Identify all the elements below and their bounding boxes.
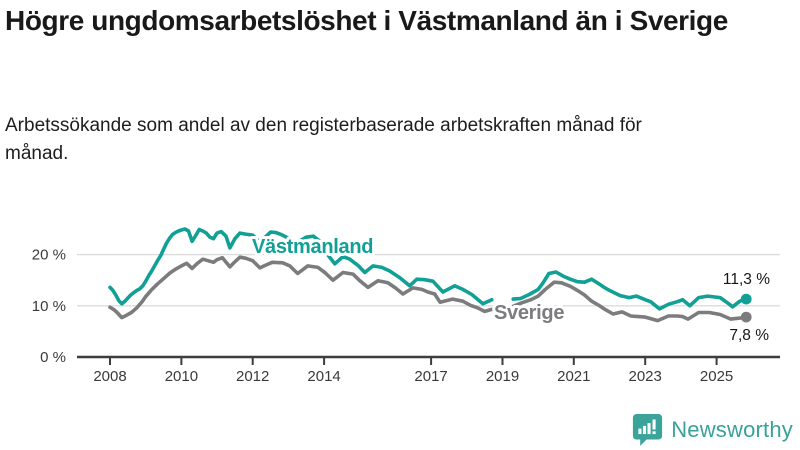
newsworthy-brand-name: Newsworthy: [671, 416, 793, 442]
sverige-value-label: 7,8 %: [729, 327, 769, 344]
sverige-line: [108, 255, 748, 323]
x-tick-label: 2012: [236, 368, 269, 385]
y-tick-label: 10 %: [32, 298, 66, 315]
x-tick-label: 2019: [486, 368, 519, 385]
sverige-end-dot: [740, 311, 752, 323]
newsworthy-icon: [633, 414, 663, 446]
x-tick-label: 2010: [165, 368, 198, 385]
sverige-series-label: Sverige: [494, 302, 564, 324]
y-tick-label: 20 %: [32, 247, 66, 264]
x-tick-label: 2025: [700, 368, 733, 385]
x-tick-label: 2023: [629, 368, 662, 385]
chart-title: Högre ungdomsarbetslöshet i Västmanland …: [5, 5, 728, 36]
vastmanland-series-label: Västmanland: [252, 236, 373, 258]
x-tick-label: 2008: [93, 368, 126, 385]
vastmanland-value-label: 11,3 %: [723, 271, 770, 288]
x-tick-label: 2017: [414, 368, 447, 385]
x-tick-label: 2014: [307, 368, 340, 385]
newsworthy-logo: Newsworthy: [632, 413, 793, 446]
y-tick-label: 0 %: [40, 349, 66, 366]
vastmanland-line: [108, 227, 748, 311]
x-tick-label: 2021: [557, 368, 590, 385]
chart-subtitle: Arbetssökande som andel av den registerb…: [5, 115, 642, 164]
vastmanland-end-dot: [740, 293, 752, 305]
